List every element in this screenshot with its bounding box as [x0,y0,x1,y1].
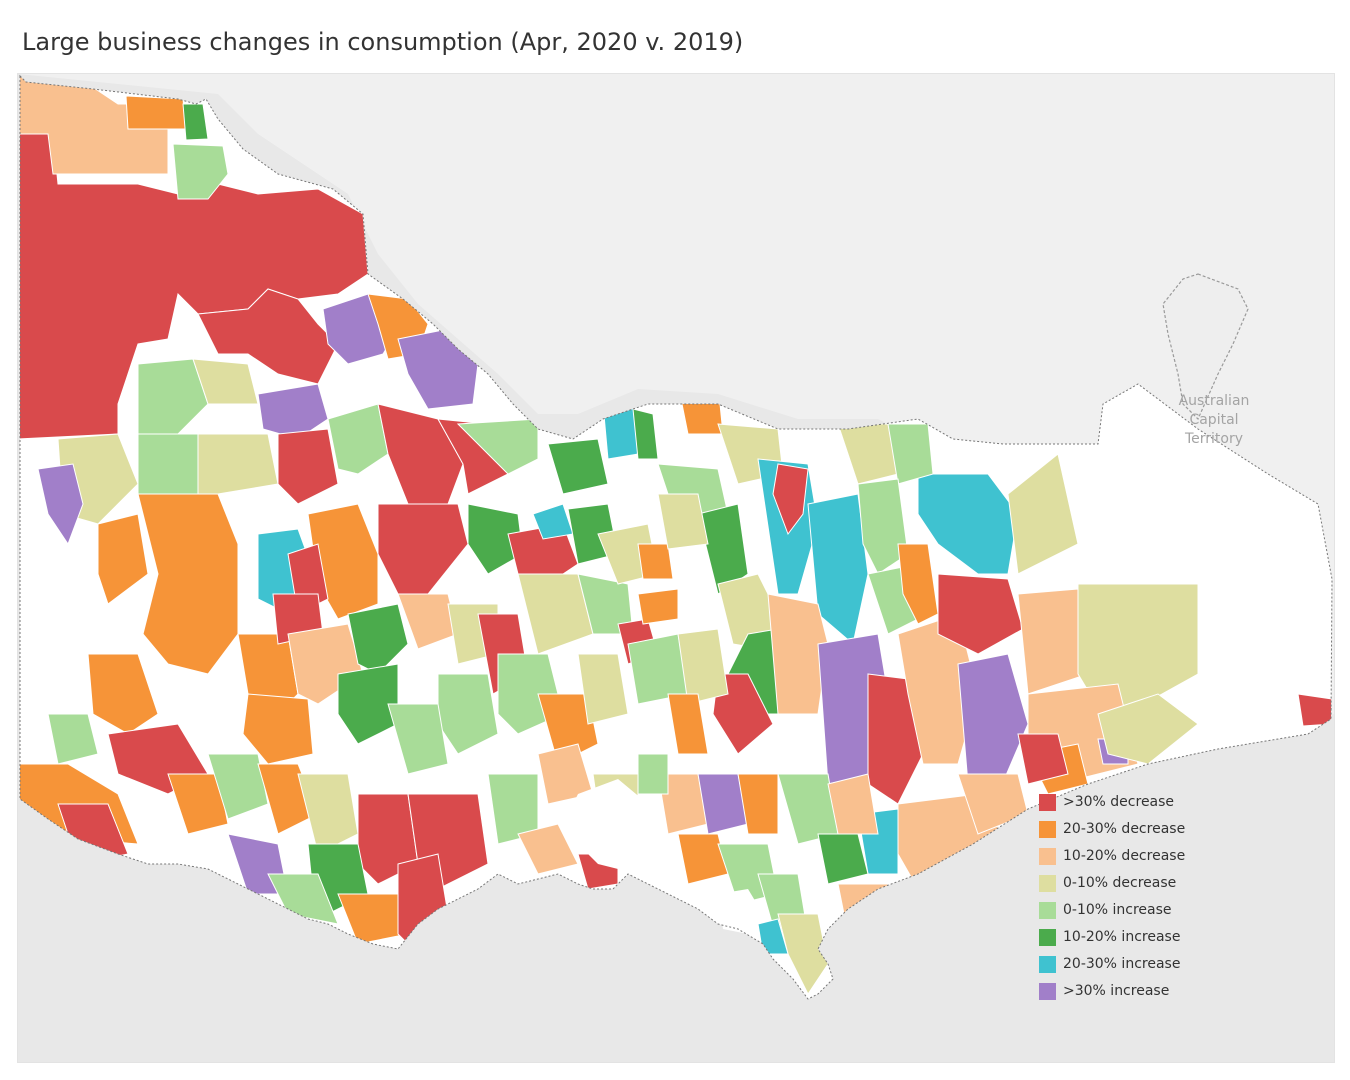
legend-label: 20-30% decrease [1063,821,1186,837]
legend-label: >30% decrease [1063,794,1175,810]
map-title: Large business changes in consumption (A… [22,28,744,56]
act-label-line-2: Capital [1189,412,1239,428]
map-frame[interactable]: Australian Capital Territory [17,73,1335,1063]
act-label-line-1: Australian [1178,393,1250,409]
legend-swatch [1039,848,1056,865]
port-phillip-bay [563,779,668,874]
legend-label: 0-10% decrease [1063,875,1177,891]
legend-label: 0-10% increase [1063,902,1172,918]
legend-label: 10-20% increase [1063,929,1181,945]
legend-swatch [1039,794,1056,811]
act-label-line-3: Territory [1184,431,1244,447]
legend-swatch [1039,821,1056,838]
legend-label: 20-30% increase [1063,956,1181,972]
legend-swatch [1039,929,1056,946]
legend-swatch [1039,983,1056,1000]
act-boundary [1162,273,1249,421]
legend-label: 10-20% decrease [1063,848,1186,864]
nsw-land [18,74,1334,724]
act-label: Australian Capital Territory [1166,392,1262,449]
postcode-areas[interactable] [18,76,1332,995]
westernport-bay [718,889,763,934]
legend-label: >30% increase [1063,983,1170,999]
map-svg[interactable] [18,74,1334,1062]
legend-swatch [1039,956,1056,973]
legend-swatch [1039,902,1056,919]
legend-swatch [1039,875,1056,892]
